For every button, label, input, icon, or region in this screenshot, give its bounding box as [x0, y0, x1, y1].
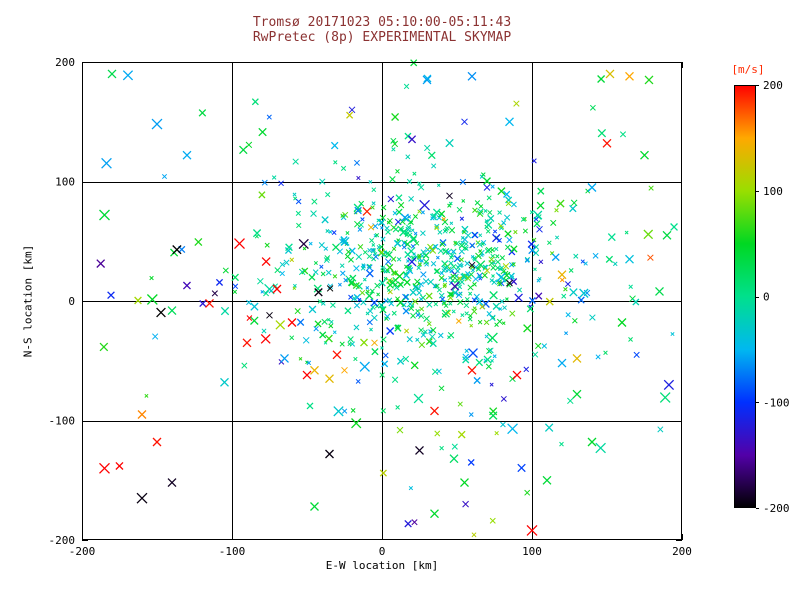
svg-text:100: 100 [55, 176, 75, 189]
svg-text:-200: -200 [49, 534, 76, 547]
svg-text:200: 200 [672, 545, 692, 558]
svg-text:-100: -100 [763, 396, 790, 409]
svg-text:200: 200 [763, 79, 783, 92]
svg-text:0: 0 [379, 545, 386, 558]
svg-text:-200: -200 [69, 545, 96, 558]
svg-text:100: 100 [522, 545, 542, 558]
colorbar-unit-label: [m/s] [731, 63, 765, 76]
x-axis-label: E-W location [km] [325, 559, 439, 572]
svg-text:100: 100 [763, 185, 783, 198]
svg-text:200: 200 [55, 56, 75, 69]
plot-title: Tromsø 20171023 05:10:00-05:11:43 [252, 15, 512, 30]
svg-text:-100: -100 [219, 545, 246, 558]
svg-text:0: 0 [763, 291, 770, 304]
plot-subtitle: RwPretec (8p) EXPERIMENTAL SKYMAP [252, 30, 512, 45]
svg-text:-100: -100 [49, 415, 76, 428]
svg-text:0: 0 [68, 295, 75, 308]
svg-text:-200: -200 [763, 502, 790, 515]
